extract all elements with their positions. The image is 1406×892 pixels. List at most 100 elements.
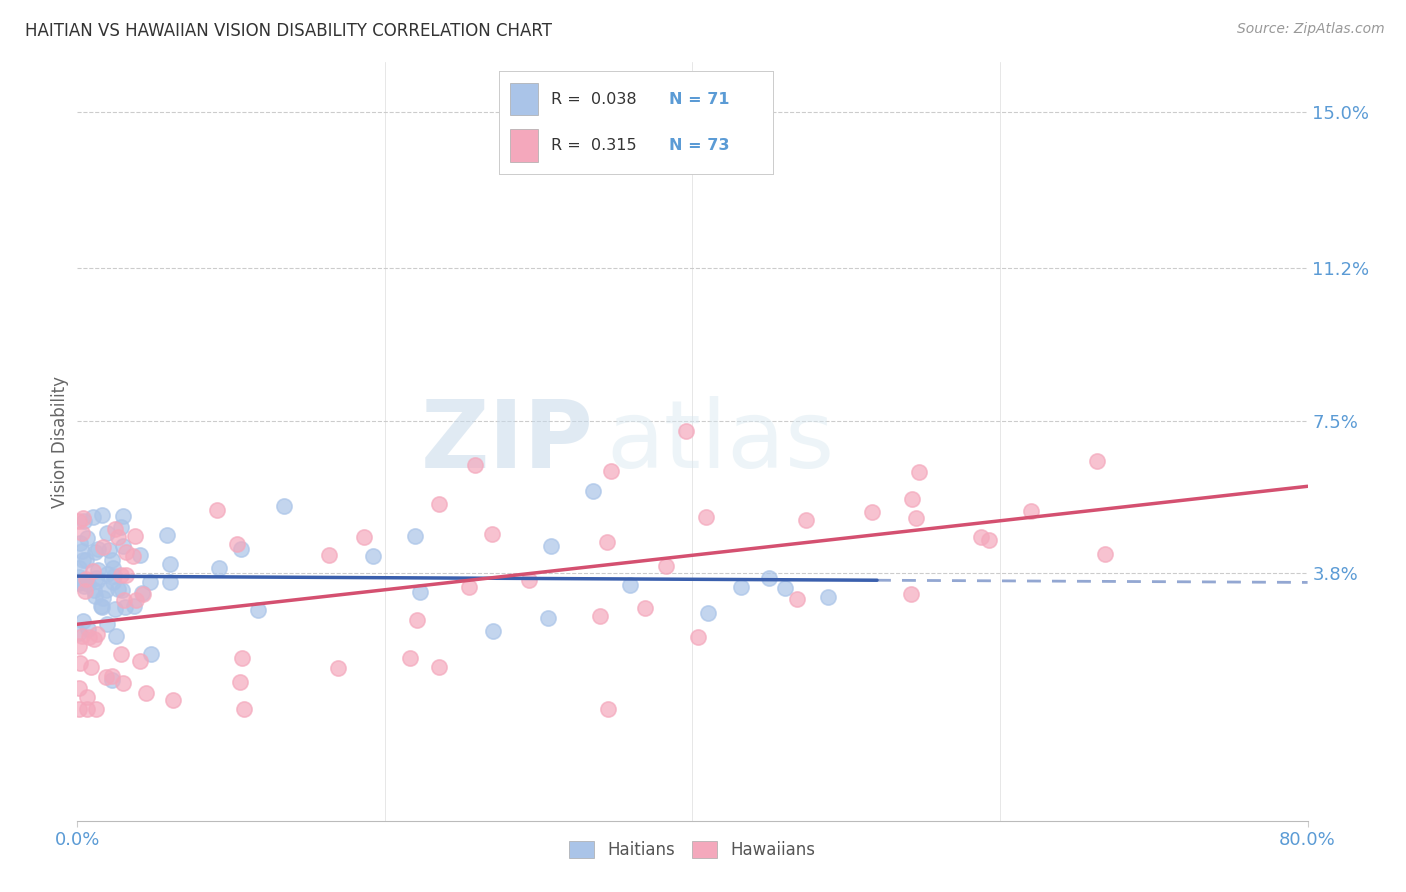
- Point: [82, 564, 104, 578]
- Point: [619, 577, 641, 591]
- Point: [231, 651, 253, 665]
- Point: [730, 580, 752, 594]
- Point: [786, 591, 808, 606]
- Point: [72, 553, 94, 567]
- Point: [1085, 453, 1108, 467]
- Point: [111, 582, 134, 597]
- Point: [979, 533, 1001, 548]
- Point: [132, 587, 155, 601]
- Point: [91, 600, 114, 615]
- Point: [600, 464, 623, 478]
- Point: [75, 584, 97, 599]
- Point: [231, 541, 253, 556]
- Point: [110, 568, 132, 582]
- Point: [361, 549, 384, 563]
- Point: [97, 543, 120, 558]
- Point: [91, 508, 114, 523]
- Point: [73, 579, 96, 593]
- Point: [84, 571, 107, 585]
- Point: [96, 567, 118, 582]
- Point: [112, 508, 135, 523]
- Point: [107, 530, 129, 544]
- Point: [481, 527, 503, 541]
- Point: [83, 583, 105, 598]
- Point: [67, 639, 90, 653]
- Point: [162, 692, 184, 706]
- Point: [406, 613, 429, 627]
- Point: [758, 571, 780, 585]
- Point: [318, 549, 340, 563]
- Point: [908, 465, 931, 479]
- Point: [67, 625, 90, 640]
- Text: HAITIAN VS HAWAIIAN VISION DISABILITY CORRELATION CHART: HAITIAN VS HAWAIIAN VISION DISABILITY CO…: [25, 22, 553, 40]
- Point: [128, 654, 150, 668]
- Point: [67, 576, 90, 591]
- Point: [159, 558, 181, 572]
- Point: [135, 685, 157, 699]
- Point: [77, 630, 100, 644]
- Point: [273, 499, 295, 513]
- Text: Source: ZipAtlas.com: Source: ZipAtlas.com: [1237, 22, 1385, 37]
- Point: [72, 574, 94, 588]
- Point: [900, 587, 922, 601]
- Point: [101, 561, 124, 575]
- Text: N = 71: N = 71: [669, 92, 730, 106]
- Text: R =  0.038: R = 0.038: [551, 92, 637, 106]
- Point: [582, 484, 605, 499]
- Point: [860, 505, 883, 519]
- Point: [901, 492, 924, 507]
- Legend: Haitians, Hawaiians: Haitians, Hawaiians: [562, 834, 823, 865]
- Point: [67, 681, 90, 695]
- Text: R =  0.315: R = 0.315: [551, 137, 637, 153]
- Point: [427, 497, 450, 511]
- Point: [1019, 504, 1042, 518]
- Point: [205, 503, 228, 517]
- Point: [96, 526, 118, 541]
- Point: [103, 574, 125, 589]
- Point: [589, 609, 612, 624]
- Point: [72, 525, 94, 540]
- Point: [69, 536, 91, 550]
- Point: [84, 702, 107, 716]
- Point: [156, 528, 179, 542]
- Point: [72, 544, 94, 558]
- Point: [326, 661, 349, 675]
- Point: [93, 591, 115, 605]
- Point: [970, 529, 993, 543]
- Point: [112, 593, 135, 607]
- Point: [464, 458, 486, 472]
- Point: [76, 531, 98, 545]
- Point: [115, 568, 138, 582]
- Point: [596, 535, 619, 549]
- Point: [122, 549, 145, 564]
- Point: [110, 519, 132, 533]
- Point: [96, 617, 118, 632]
- Point: [794, 512, 817, 526]
- Point: [87, 541, 110, 556]
- Point: [83, 590, 105, 604]
- Point: [104, 629, 127, 643]
- Point: [353, 530, 375, 544]
- Point: [87, 563, 110, 577]
- Point: [115, 545, 138, 559]
- Point: [596, 702, 619, 716]
- Point: [76, 702, 98, 716]
- Point: [905, 510, 928, 524]
- Point: [82, 509, 104, 524]
- Point: [655, 559, 678, 574]
- Point: [128, 548, 150, 562]
- Point: [75, 553, 97, 567]
- Point: [1094, 547, 1116, 561]
- Point: [773, 581, 796, 595]
- Point: [67, 561, 90, 575]
- Point: [91, 541, 114, 555]
- FancyBboxPatch shape: [510, 83, 537, 115]
- Point: [696, 606, 718, 620]
- Point: [112, 676, 135, 690]
- Text: atlas: atlas: [606, 395, 835, 488]
- Point: [457, 580, 479, 594]
- Point: [139, 647, 162, 661]
- Point: [409, 585, 432, 599]
- Point: [124, 529, 146, 543]
- Point: [125, 592, 148, 607]
